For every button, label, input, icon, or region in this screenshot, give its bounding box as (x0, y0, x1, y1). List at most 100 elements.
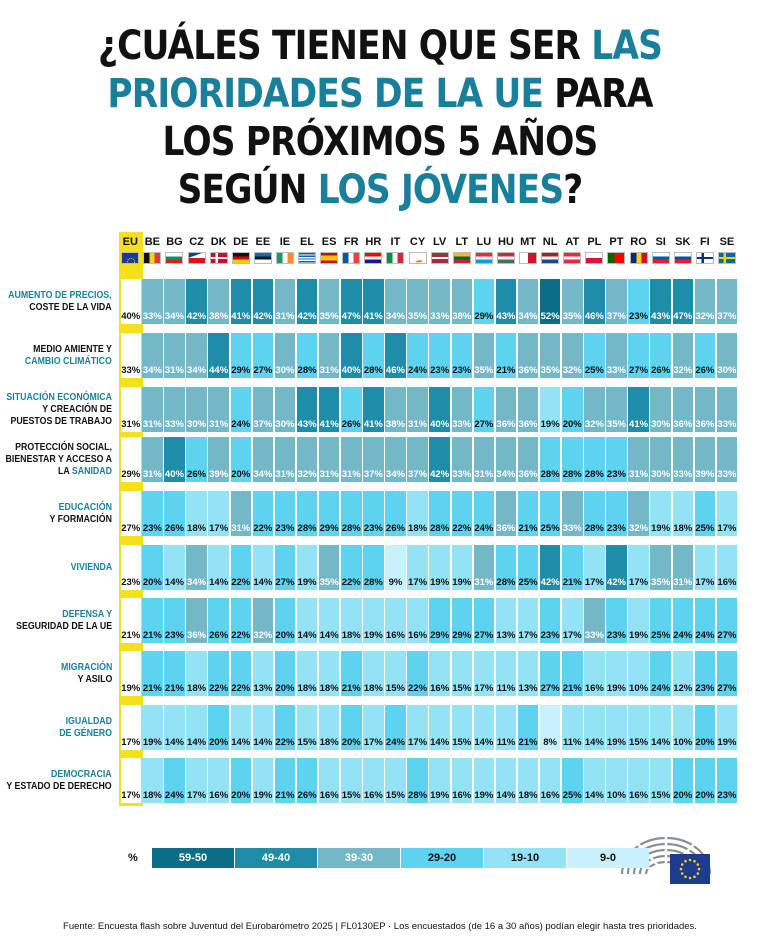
heatmap-cell-lt: 15% (451, 651, 472, 696)
heatmap-cell-pt: 42% (606, 545, 627, 590)
heatmap-cell-el: 15% (296, 705, 318, 750)
heatmap-cell-lt: 16% (451, 758, 472, 803)
heatmap-cell-si: 14% (650, 705, 671, 750)
heatmap-cell-hr: 17% (363, 705, 384, 750)
heatmap-cell-dk: 44% (208, 333, 229, 378)
heatmap-cell-bg: 33% (164, 387, 185, 432)
heatmap-cell-dk: 26% (208, 598, 229, 643)
heatmap-cell-lv: 16% (429, 651, 450, 696)
heatmap-cell-hr: 37% (363, 437, 384, 482)
heatmap-cell-ie: 23% (274, 491, 296, 536)
heatmap-cell-de: 22% (230, 598, 251, 643)
heatmap-cell-el: 28% (296, 491, 318, 536)
heatmap-cell-lu: 14% (473, 705, 495, 750)
heatmap-cell-it: 38% (385, 387, 406, 432)
country-flag-icon-fi (695, 252, 714, 264)
country-code-si: SI (655, 236, 666, 248)
heatmap-cell-hu: 21% (495, 333, 517, 378)
heatmap-cell-at: 21% (562, 651, 583, 696)
heatmap-cell-sk: 32% (672, 333, 693, 378)
heatmap-cell-mt: 36% (517, 437, 539, 482)
heatmap-cell-hu: 14% (495, 758, 517, 803)
heatmap-cell-el: 42% (296, 279, 318, 324)
heatmap-cell-it: 34% (385, 279, 406, 324)
country-code-cy: CY (409, 236, 426, 248)
country-flag-icon-dk (209, 252, 228, 264)
heatmap-cell-dk: 22% (208, 651, 229, 696)
heatmap-cell-lt: 33% (451, 437, 472, 482)
heatmap-cell-lt: 38% (451, 279, 472, 324)
heatmap-cell-hr: 18% (363, 651, 384, 696)
heatmap-cell-de: 31% (230, 491, 251, 536)
heatmap-cell-pl: 14% (584, 758, 605, 803)
heatmap-cell-es: 16% (318, 758, 340, 803)
country-code-it: IT (390, 236, 401, 248)
heatmap-cell-ro: 15% (628, 705, 649, 750)
heatmap-cell-cy: 18% (407, 491, 428, 536)
heatmap-cell-lu: 17% (473, 651, 495, 696)
heatmap-cell-ie: 22% (274, 705, 296, 750)
heatmap-cell-de: 24% (230, 387, 251, 432)
country-code-el: EL (300, 236, 315, 248)
heatmap-cell-fr: 20% (341, 705, 362, 750)
heatmap-cell-cy: 17% (407, 705, 428, 750)
heatmap-cell-dk: 20% (208, 705, 229, 750)
heatmap-cell-it: 26% (385, 491, 406, 536)
heatmap-cell-fi: 32% (694, 279, 716, 324)
heatmap-cell-eu: 17% (121, 705, 141, 750)
country-flag-icon-hr (364, 252, 383, 264)
heatmap-cell-at: 25% (562, 758, 583, 803)
heatmap-cell-be: 18% (142, 758, 163, 803)
heatmap-cell-es: 18% (318, 705, 340, 750)
country-code-pl: PL (587, 236, 602, 248)
heatmap-cell-es: 35% (318, 279, 340, 324)
heatmap-cell-eu: 31% (121, 387, 141, 432)
legend-unit-label: % (128, 852, 138, 864)
heatmap-cell-si: 43% (650, 279, 671, 324)
country-flag-icon-lu (474, 252, 493, 264)
country-flag-icon-nl (541, 252, 560, 264)
heatmap-cell-it: 46% (385, 333, 406, 378)
heatmap-cell-eu: 27% (121, 491, 141, 536)
heatmap-cell-de: 22% (230, 545, 251, 590)
heatmap-cell-mt: 34% (517, 279, 539, 324)
title-line-4-highlight: LOS JÓVENES (317, 167, 564, 213)
heatmap-cell-sk: 12% (672, 651, 693, 696)
heatmap-cell-nl: 16% (539, 758, 561, 803)
title-line-1-highlight: LAS (591, 23, 663, 69)
country-code-at: AT (565, 236, 580, 248)
country-flag-icon-fr (342, 252, 361, 264)
heatmap-cell-ro: 31% (628, 437, 649, 482)
heatmap-cell-pt: 23% (606, 437, 627, 482)
heatmap-cell-hu: 28% (495, 545, 517, 590)
heatmap-cell-si: 30% (650, 437, 671, 482)
country-code-hu: HU (497, 236, 514, 248)
title-line-2-highlight: PRIORIDADES DE LA UE (107, 71, 544, 117)
country-flag-icon-es (320, 252, 339, 264)
heatmap-cell-ie: 27% (274, 545, 296, 590)
heatmap-cell-si: 26% (650, 333, 671, 378)
heatmap-cell-ie: 30% (274, 333, 296, 378)
heatmap-cell-cy: 37% (407, 437, 428, 482)
row-label: IGUALDAD DE GÉNERO (59, 715, 112, 739)
heatmap-cell-bg: 34% (164, 279, 185, 324)
heatmap-cell-cy: 31% (407, 387, 428, 432)
heatmap-cell-lt: 19% (451, 545, 472, 590)
heatmap-cell-pl: 33% (584, 598, 605, 643)
heatmap-cell-cz: 30% (186, 387, 207, 432)
heatmap-cell-nl: 8% (539, 705, 561, 750)
heatmap-cell-eu: 33% (121, 333, 141, 378)
heatmap-cell-fr: 47% (341, 279, 362, 324)
title-question-mark: ? (563, 167, 583, 213)
heatmap-cell-pl: 28% (584, 437, 605, 482)
heatmap-cell-bg: 24% (164, 758, 185, 803)
heatmap-cell-hr: 16% (363, 758, 384, 803)
heatmap-cell-es: 35% (318, 545, 340, 590)
heatmap-cell-nl: 23% (539, 598, 561, 643)
heatmap-cell-es: 31% (318, 437, 340, 482)
heatmap-cell-bg: 31% (164, 333, 185, 378)
heatmap-cell-hr: 41% (363, 387, 384, 432)
country-code-nl: NL (542, 236, 558, 248)
heatmap-cell-dk: 16% (208, 758, 229, 803)
